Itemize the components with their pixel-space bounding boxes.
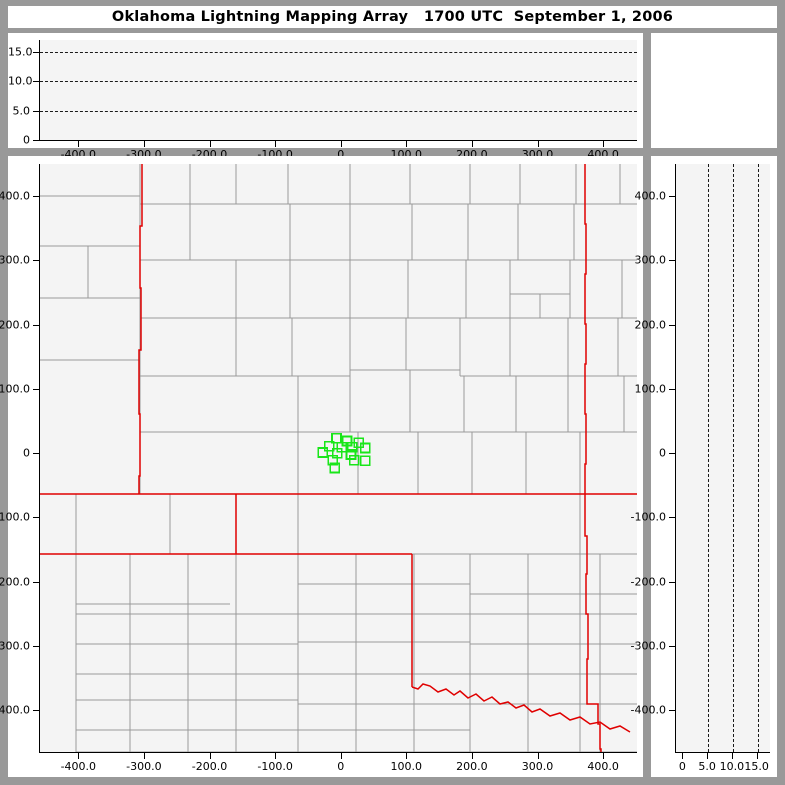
map-ytick-label-400: 400.0 [0, 189, 30, 203]
source-marker [345, 449, 357, 460]
gridline-x-5 [708, 164, 710, 752]
map-xtick-label-100: 100.0 [390, 760, 423, 773]
plan-view-map-panel: 400.0 300.0 200.0 100.0 0 -100.0 -200.0 … [0, 156, 643, 777]
hist-xtick-mark-0 [682, 753, 684, 759]
map-plot-area[interactable] [39, 164, 637, 753]
gridline-x-15 [757, 164, 759, 752]
source-marker [329, 462, 340, 474]
map-xtick-label--200: -200.0 [191, 760, 228, 773]
map-ytick-label--100: -100.0 [0, 510, 30, 524]
xtick-mark--400 [78, 141, 80, 147]
map-xtick-label-0: 0 [337, 760, 345, 773]
hist-xtick-label-0: 0 [678, 760, 686, 773]
state-boundaries [40, 164, 637, 752]
map-xtick-label-300: 300.0 [521, 760, 554, 773]
xtick-mark-0 [340, 141, 342, 147]
gridline-y-10 [40, 81, 637, 83]
source-marker [327, 454, 338, 466]
map-xtick-mark-300 [537, 753, 539, 759]
xtick-mark-300 [537, 141, 539, 147]
time-height-plot-area[interactable] [39, 40, 637, 141]
height-histogram-panel: 400.0 300.0 200.0 100.0 0 -100.0 -200.0 … [631, 156, 777, 777]
map-xtick-mark--100 [275, 753, 277, 759]
ytick-label-15: 15.0 [8, 45, 33, 59]
xtick-mark--300 [143, 141, 145, 147]
map-xtick-mark-100 [406, 753, 408, 759]
map-xtick-label--100: -100.0 [257, 760, 293, 773]
ytick-label-5: 5.0 [12, 104, 31, 118]
hist-xtick-mark-10 [731, 753, 733, 759]
map-ytick-label-200: 200.0 [0, 318, 30, 332]
map-xtick-mark--300 [143, 753, 145, 759]
source-marker [317, 447, 329, 458]
xtick-mark--200 [209, 141, 211, 147]
hist-xtick-label-10: 10.0 [719, 760, 745, 773]
source-marker [360, 455, 371, 467]
ytick-label-0: 0 [23, 133, 30, 147]
height-histogram-plot-area[interactable] [675, 164, 770, 753]
xtick-mark-100 [406, 141, 408, 147]
page-title: Oklahoma Lightning Mapping Array 1700 UT… [111, 9, 674, 25]
gridline-x-10 [732, 164, 734, 752]
source-marker [348, 454, 360, 466]
map-ytick-label-0: 0 [23, 446, 30, 460]
map-geography-svg [40, 164, 637, 752]
map-xtick-mark-0 [340, 753, 342, 759]
gridline-y-5 [40, 110, 637, 112]
map-ytick-label--400: -400.0 [0, 703, 30, 717]
map-ytick-label--200: -200.0 [0, 575, 30, 589]
lightning-source-markers [317, 433, 371, 474]
xtick-mark-200 [471, 141, 473, 147]
map-ytick-label--300: -300.0 [0, 639, 30, 653]
ytick-label-10: 10.0 [8, 74, 33, 88]
map-ytick-label-100: 100.0 [0, 382, 30, 396]
top-right-blank-panel[interactable] [651, 33, 777, 148]
hist-xtick-mark-5 [707, 753, 709, 759]
xtick-mark-400 [603, 141, 605, 147]
map-xtick-mark--200 [209, 753, 211, 759]
map-xtick-mark-400 [603, 753, 605, 759]
hist-xtick-label-5: 5.0 [698, 760, 716, 773]
time-height-panel: 0 5.0 10.0 15.0 -400.0 -300.0 -200.0 -10… [8, 33, 643, 161]
gridline-y-15 [40, 51, 637, 53]
map-xtick-label-400: 400.0 [587, 760, 619, 773]
map-xtick-mark-200 [471, 753, 473, 759]
map-xtick-label--300: -300.0 [126, 760, 162, 773]
county-boundaries-south [75, 684, 637, 752]
hist-xtick-label-15: 15.0 [744, 760, 769, 773]
source-marker [360, 442, 371, 454]
map-xtick-label-200: 200.0 [456, 760, 488, 773]
title-bar: Oklahoma Lightning Mapping Array 1700 UT… [8, 6, 777, 28]
xtick-mark--100 [275, 141, 277, 147]
map-xtick-label--400: -400.0 [60, 760, 97, 773]
source-marker [324, 440, 335, 452]
source-marker [346, 442, 358, 453]
map-xtick-mark--400 [78, 753, 80, 759]
hist-xtick-mark-15 [756, 753, 758, 759]
map-ytick-label-300: 300.0 [0, 253, 30, 267]
